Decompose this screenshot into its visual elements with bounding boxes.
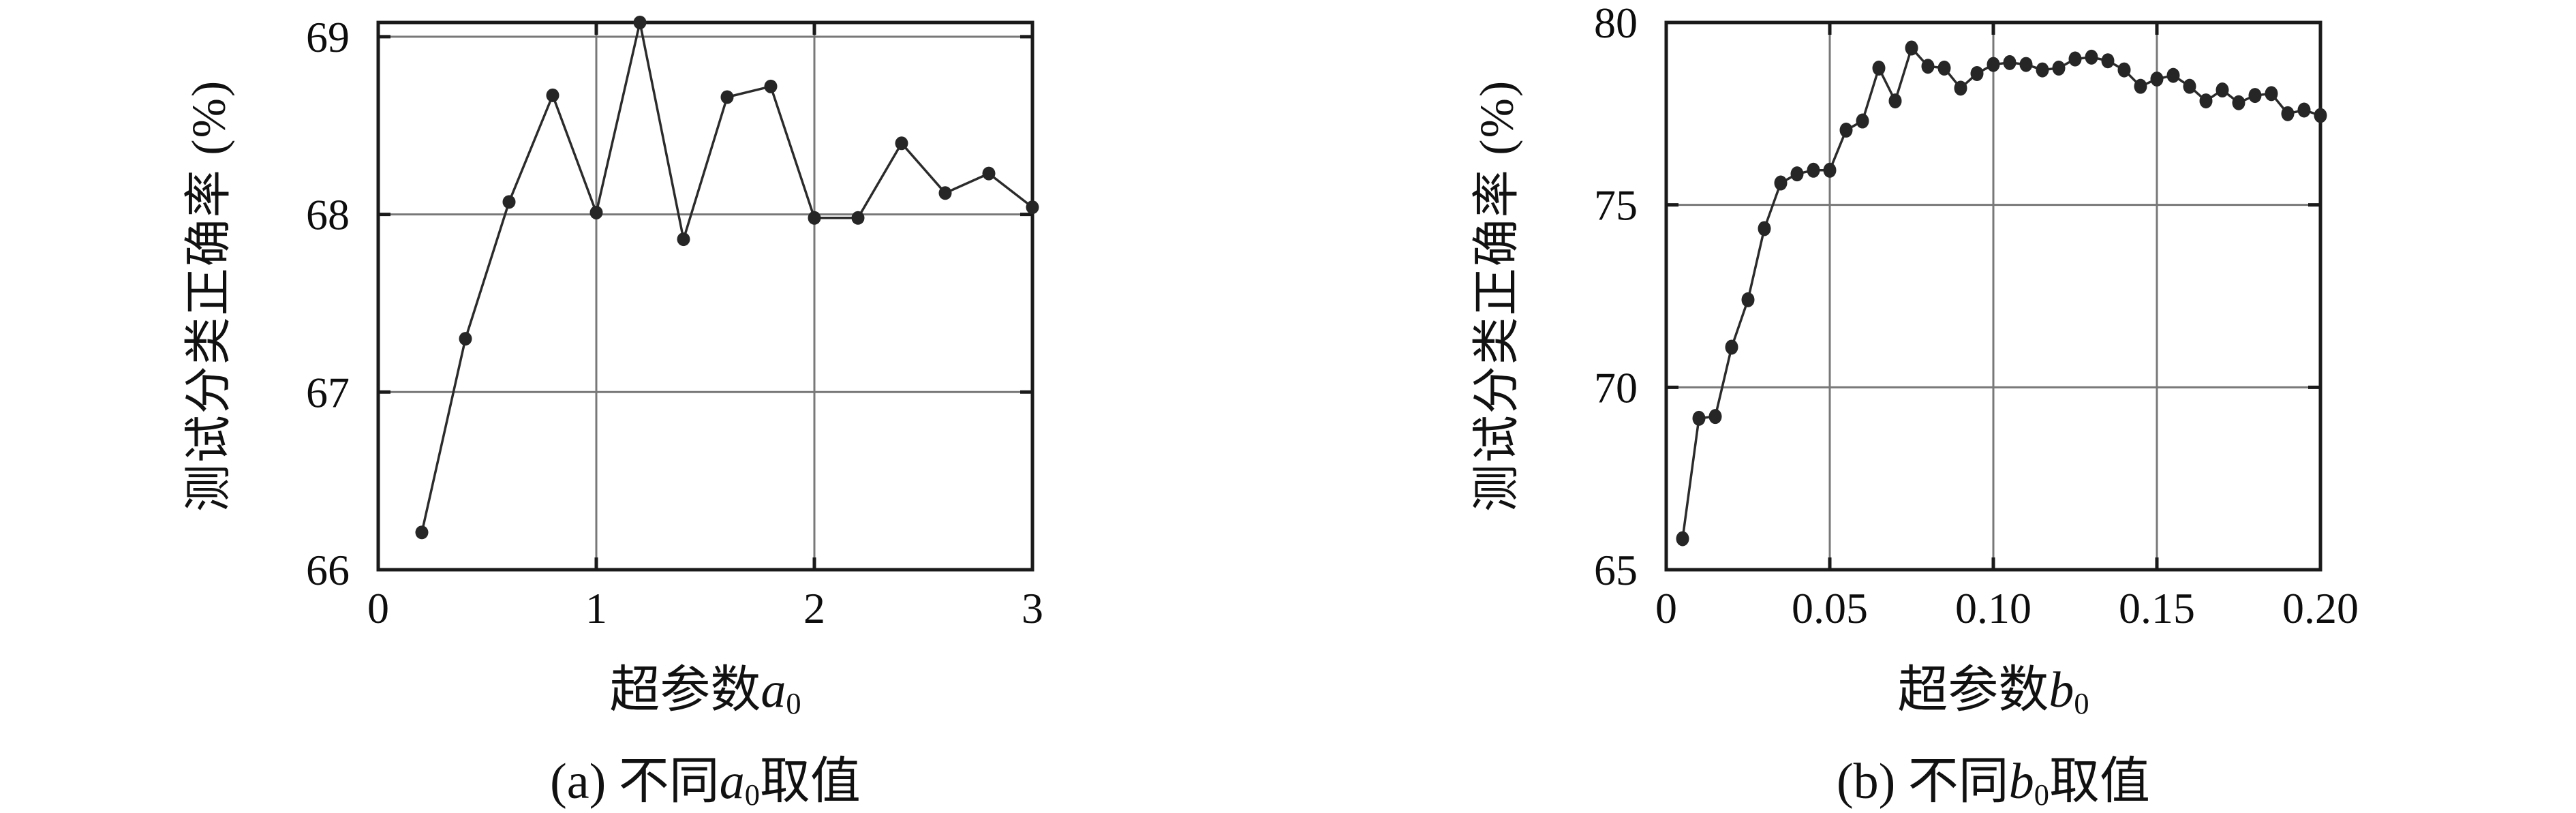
data-point <box>2314 108 2327 123</box>
caption-text: (b) 不同 <box>1837 754 2009 810</box>
data-point <box>2281 106 2295 121</box>
x-tick-label: 0.10 <box>1955 584 2031 632</box>
caption-variable-subscript: 0 <box>2034 777 2049 812</box>
data-point <box>415 525 429 540</box>
data-point <box>1888 93 1902 109</box>
x-tick-label: 0 <box>367 584 389 632</box>
x-tick-label: 0.15 <box>2119 584 2195 632</box>
data-point <box>1790 166 1804 182</box>
subfigure-caption-a: (a) 不同a0取值 <box>378 740 1032 813</box>
data-point <box>2134 78 2147 94</box>
data-point <box>2248 88 2262 104</box>
data-point <box>2019 57 2033 72</box>
data-point <box>2036 62 2049 78</box>
y-tick-label: 65 <box>1594 546 1638 594</box>
x-axis-variable-subscript: 0 <box>2074 686 2089 720</box>
x-tick-label: 2 <box>803 584 825 632</box>
x-axis-label-a: 超参数a0 <box>378 649 1032 722</box>
x-tick-label: 1 <box>585 584 607 632</box>
data-point <box>2215 82 2229 98</box>
data-point <box>1692 410 1706 426</box>
data-point <box>1856 113 1869 129</box>
data-point <box>982 166 996 181</box>
data-point <box>633 16 647 29</box>
y-tick-label: 67 <box>306 368 350 416</box>
data-point <box>1741 292 1755 307</box>
x-tick-label: 0.05 <box>1792 584 1868 632</box>
y-tick-label: 80 <box>1594 0 1638 47</box>
x-axis-label-b: 超参数b0 <box>1666 649 2320 722</box>
y-tick-label: 68 <box>306 191 350 239</box>
data-point <box>938 186 952 200</box>
data-point <box>1758 221 1771 236</box>
chart-panel-b: 测试分类正确率 (%) 0 0.05 0.10 0.15 0.20 65 70 75 80 超参… <box>1288 0 2576 812</box>
data-point <box>2199 93 2213 109</box>
subfigure-caption-b: (b) 不同b0取值 <box>1666 740 2320 813</box>
data-point <box>1872 60 1886 76</box>
x-axis-variable-subscript: 0 <box>786 686 801 720</box>
caption-text: (a) 不同 <box>550 754 720 810</box>
data-point <box>895 136 908 151</box>
x-tick-label: 0.20 <box>2282 584 2359 632</box>
data-point <box>677 232 690 247</box>
data-point <box>2232 95 2245 110</box>
data-point <box>502 195 516 209</box>
y-tick-label: 75 <box>1594 181 1638 230</box>
data-point <box>2297 102 2311 118</box>
data-point <box>1026 200 1039 215</box>
data-point <box>589 205 603 219</box>
data-point <box>851 211 865 225</box>
data-point <box>2085 49 2098 65</box>
data-point <box>1725 339 1738 355</box>
data-point <box>2166 67 2180 83</box>
data-point <box>1970 65 1984 81</box>
data-point <box>1839 122 1853 138</box>
data-point <box>1774 175 1788 191</box>
caption-text-suffix: 取值 <box>759 754 861 810</box>
x-axis-label-text: 超参数 <box>609 662 761 718</box>
y-tick-label: 69 <box>306 13 350 61</box>
data-point <box>2150 71 2164 87</box>
data-point <box>1807 162 1820 178</box>
data-point <box>2052 60 2066 76</box>
x-axis-label-text: 超参数 <box>1897 662 2049 718</box>
data-point <box>1921 59 1935 74</box>
data-point <box>2003 55 2017 70</box>
data-point <box>1708 409 1722 425</box>
data-point <box>1954 80 1967 96</box>
data-point <box>2265 86 2278 102</box>
data-point <box>720 90 734 104</box>
caption-variable: a <box>719 754 745 810</box>
chart-panel-a: 测试分类正确率 (%) 0 1 2 3 66 67 68 69 超参数a0 (a) 不同a0取… <box>0 0 1288 812</box>
line-chart-b: 0 0.05 0.10 0.15 0.20 65 70 75 80 <box>1594 0 2359 632</box>
plot-frame <box>376 20 1034 572</box>
data-point <box>546 88 559 102</box>
data-point <box>1676 531 1689 547</box>
data-point <box>2183 78 2196 94</box>
x-axis-variable: a <box>761 662 786 718</box>
caption-variable: b <box>2008 754 2034 810</box>
data-point <box>1823 162 1837 178</box>
x-axis-variable: b <box>2049 662 2074 718</box>
caption-text-suffix: 取值 <box>2049 754 2150 810</box>
data-point <box>1987 57 2000 72</box>
x-tick-label: 0 <box>1655 584 1677 632</box>
data-point <box>2068 51 2082 67</box>
data-point <box>2101 53 2115 69</box>
data-point <box>808 211 821 225</box>
data-point <box>1905 40 1918 56</box>
data-point <box>459 332 472 346</box>
caption-variable-subscript: 0 <box>744 777 760 812</box>
line-chart-a: 0 1 2 3 66 67 68 69 <box>306 13 1043 632</box>
data-point <box>764 79 778 93</box>
data-line <box>1681 46 2322 540</box>
data-point <box>2117 62 2131 78</box>
x-tick-label: 3 <box>1022 584 1043 632</box>
y-tick-label: 66 <box>306 546 350 594</box>
data-point <box>1937 60 1951 76</box>
y-tick-label: 70 <box>1594 363 1638 412</box>
